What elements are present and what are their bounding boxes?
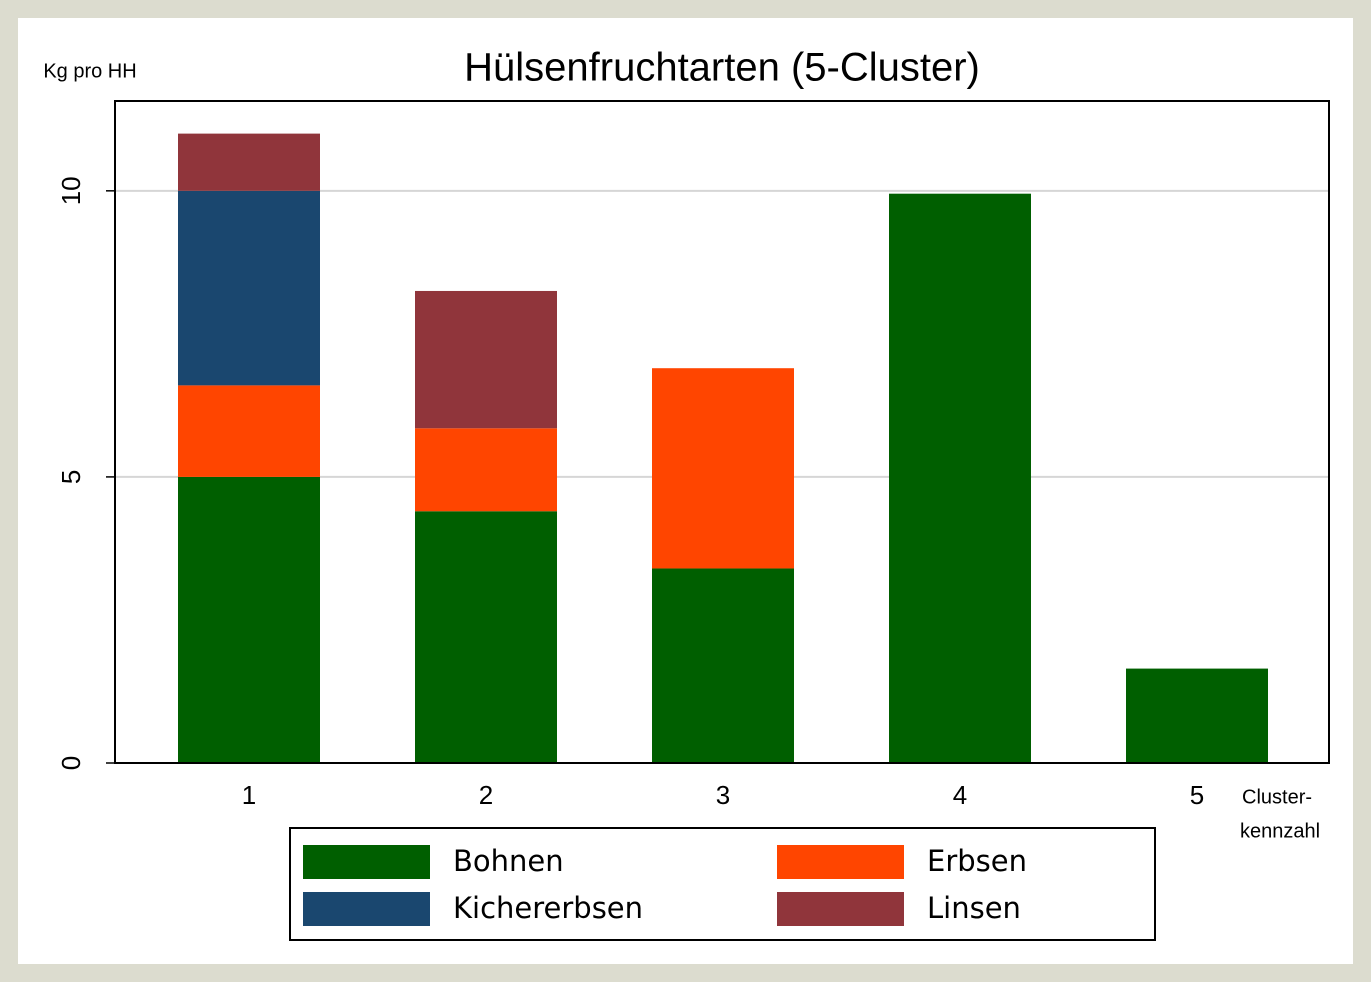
- x-tick-label: 5: [1190, 780, 1204, 810]
- bar-segment: [415, 511, 557, 763]
- y-axis-label: Kg pro HH: [43, 60, 136, 82]
- bar-segment: [178, 385, 320, 477]
- plot-frame: [114, 100, 1330, 764]
- chart-title: Hülsenfruchtarten (5-Cluster): [464, 46, 980, 90]
- bar-segment: [889, 193, 1031, 764]
- y-tick-label: 10: [56, 176, 86, 205]
- bar-segment: [178, 476, 320, 763]
- bar-segment: [178, 190, 320, 386]
- legend-label: Erbsen: [927, 844, 1027, 878]
- legend-label: Linsen: [927, 891, 1021, 925]
- x-tick-label: 3: [716, 780, 730, 810]
- bar-segment: [415, 290, 557, 429]
- legend-swatch: [303, 892, 430, 926]
- x-tick-label: 1: [242, 780, 256, 810]
- legend-swatch: [303, 845, 430, 879]
- bar-segment: [652, 368, 794, 569]
- x-tick-label: 2: [479, 780, 493, 810]
- bar-segment: [652, 568, 794, 763]
- bar-segment: [415, 428, 557, 512]
- y-tick-label: 0: [56, 756, 86, 770]
- legend-box: [289, 827, 1156, 941]
- bar-segment: [178, 133, 320, 191]
- x-tick-label: 4: [953, 780, 967, 810]
- legend-swatch: [777, 845, 904, 879]
- plot-area: 0 5 10 1 2 3 4 5: [56, 100, 1330, 810]
- x-axis-label: kennzahl: [1240, 820, 1320, 842]
- y-tick-label: 5: [56, 470, 86, 484]
- legend: Bohnen Erbsen Kichererbsen Linsen: [303, 844, 1027, 926]
- legend-label: Kichererbsen: [453, 891, 643, 925]
- legend-label: Bohnen: [453, 844, 564, 878]
- bar-segment: [1126, 668, 1268, 763]
- x-axis-label: Cluster-: [1242, 786, 1312, 808]
- legend-swatch: [777, 892, 904, 926]
